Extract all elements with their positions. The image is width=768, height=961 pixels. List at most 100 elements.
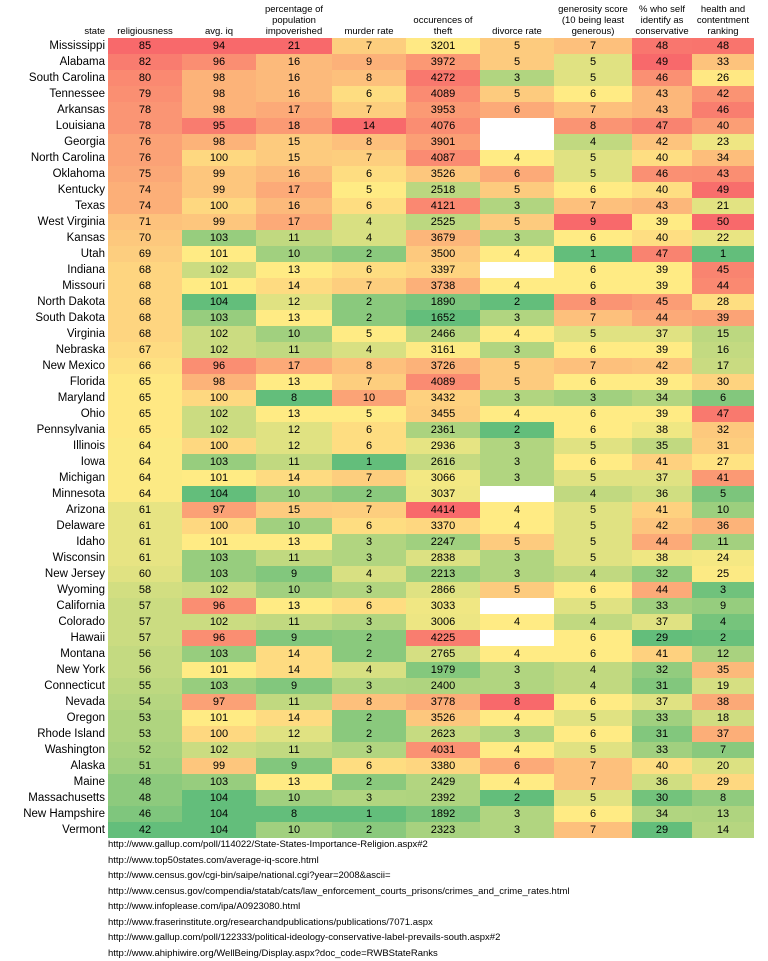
value-cell: 10 bbox=[256, 822, 332, 838]
value-cell: 64 bbox=[108, 470, 182, 486]
source-link[interactable]: http://www.fraserinstitute.org/researcha… bbox=[108, 915, 758, 931]
value-cell: 103 bbox=[182, 230, 256, 246]
state-name-cell: Utah bbox=[0, 246, 108, 262]
source-link[interactable]: http://www.infoplease.com/ipa/A0923080.h… bbox=[108, 899, 758, 915]
value-cell: 38 bbox=[632, 422, 692, 438]
column-header-state: state bbox=[0, 0, 108, 38]
value-cell: 102 bbox=[182, 582, 256, 598]
value-cell bbox=[480, 262, 554, 278]
value-cell: 82 bbox=[108, 54, 182, 70]
value-cell: 4 bbox=[480, 406, 554, 422]
value-cell: 3 bbox=[480, 390, 554, 406]
value-cell: 64 bbox=[108, 438, 182, 454]
value-cell: 10 bbox=[256, 246, 332, 262]
value-cell: 35 bbox=[632, 438, 692, 454]
value-cell: 4 bbox=[480, 246, 554, 262]
value-cell: 104 bbox=[182, 486, 256, 502]
value-cell: 9 bbox=[332, 54, 406, 70]
value-cell: 2 bbox=[332, 822, 406, 838]
state-name-cell: Kentucky bbox=[0, 182, 108, 198]
value-cell: 2213 bbox=[406, 566, 480, 582]
state-name-cell: Vermont bbox=[0, 822, 108, 838]
value-cell: 9 bbox=[256, 758, 332, 774]
value-cell: 14 bbox=[256, 710, 332, 726]
value-cell: 101 bbox=[182, 246, 256, 262]
value-cell: 100 bbox=[182, 198, 256, 214]
value-cell: 5 bbox=[554, 534, 632, 550]
state-name-cell: Massachusetts bbox=[0, 790, 108, 806]
value-cell: 102 bbox=[182, 326, 256, 342]
value-cell: 7 bbox=[554, 198, 632, 214]
value-cell: 11 bbox=[256, 550, 332, 566]
state-name-cell: Washington bbox=[0, 742, 108, 758]
value-cell: 45 bbox=[632, 294, 692, 310]
state-name-cell: Nebraska bbox=[0, 342, 108, 358]
value-cell: 6 bbox=[332, 518, 406, 534]
value-cell: 43 bbox=[692, 166, 754, 182]
value-cell: 43 bbox=[632, 86, 692, 102]
value-cell: 2 bbox=[332, 774, 406, 790]
value-cell: 29 bbox=[692, 774, 754, 790]
value-cell: 6 bbox=[554, 262, 632, 278]
value-cell: 7 bbox=[332, 374, 406, 390]
value-cell: 103 bbox=[182, 678, 256, 694]
value-cell: 42 bbox=[632, 358, 692, 374]
source-link[interactable]: http://www.top50states.com/average-iq-sc… bbox=[108, 853, 758, 869]
state-name-cell: Ohio bbox=[0, 406, 108, 422]
value-cell: 5 bbox=[554, 326, 632, 342]
value-cell: 6 bbox=[554, 806, 632, 822]
value-cell: 104 bbox=[182, 790, 256, 806]
state-name-cell: Arizona bbox=[0, 502, 108, 518]
value-cell: 6 bbox=[332, 86, 406, 102]
value-cell: 4 bbox=[332, 662, 406, 678]
source-link[interactable]: http://www.gallup.com/poll/114022/State-… bbox=[108, 837, 758, 853]
source-link[interactable]: http://www.census.gov/compendia/statab/c… bbox=[108, 884, 758, 900]
state-name-cell: Wyoming bbox=[0, 582, 108, 598]
value-cell: 7 bbox=[332, 470, 406, 486]
value-cell: 18 bbox=[692, 710, 754, 726]
value-cell: 31 bbox=[692, 438, 754, 454]
value-cell: 3 bbox=[480, 198, 554, 214]
state-name-cell: Wisconsin bbox=[0, 550, 108, 566]
state-name-cell: Oregon bbox=[0, 710, 108, 726]
value-cell: 61 bbox=[108, 534, 182, 550]
value-cell: 61 bbox=[108, 518, 182, 534]
value-cell: 4 bbox=[554, 134, 632, 150]
value-cell: 4225 bbox=[406, 630, 480, 646]
value-cell: 54 bbox=[108, 694, 182, 710]
value-cell: 2247 bbox=[406, 534, 480, 550]
source-link[interactable]: http://www.census.gov/cgi-bin/saipe/nati… bbox=[108, 868, 758, 884]
value-cell: 68 bbox=[108, 310, 182, 326]
value-cell: 7 bbox=[554, 310, 632, 326]
value-cell bbox=[480, 598, 554, 614]
source-link[interactable]: http://www.gallup.com/poll/122333/politi… bbox=[108, 930, 758, 946]
value-cell: 8 bbox=[332, 70, 406, 86]
value-cell: 14 bbox=[692, 822, 754, 838]
value-cell: 11 bbox=[256, 342, 332, 358]
value-cell: 9 bbox=[256, 630, 332, 646]
value-cell: 6 bbox=[332, 438, 406, 454]
value-cell: 96 bbox=[182, 54, 256, 70]
value-cell: 36 bbox=[632, 486, 692, 502]
value-cell: 33 bbox=[632, 742, 692, 758]
state-name-cell: North Carolina bbox=[0, 150, 108, 166]
value-cell: 39 bbox=[632, 374, 692, 390]
value-cell: 4272 bbox=[406, 70, 480, 86]
value-cell: 11 bbox=[256, 230, 332, 246]
value-cell: 50 bbox=[692, 214, 754, 230]
value-cell: 33 bbox=[632, 598, 692, 614]
source-link[interactable]: http://www.ahiphiwire.org/WellBeing/Disp… bbox=[108, 946, 758, 961]
value-cell: 3 bbox=[480, 550, 554, 566]
value-cell: 2525 bbox=[406, 214, 480, 230]
value-cell: 30 bbox=[632, 790, 692, 806]
value-cell: 2466 bbox=[406, 326, 480, 342]
value-cell: 4 bbox=[480, 502, 554, 518]
